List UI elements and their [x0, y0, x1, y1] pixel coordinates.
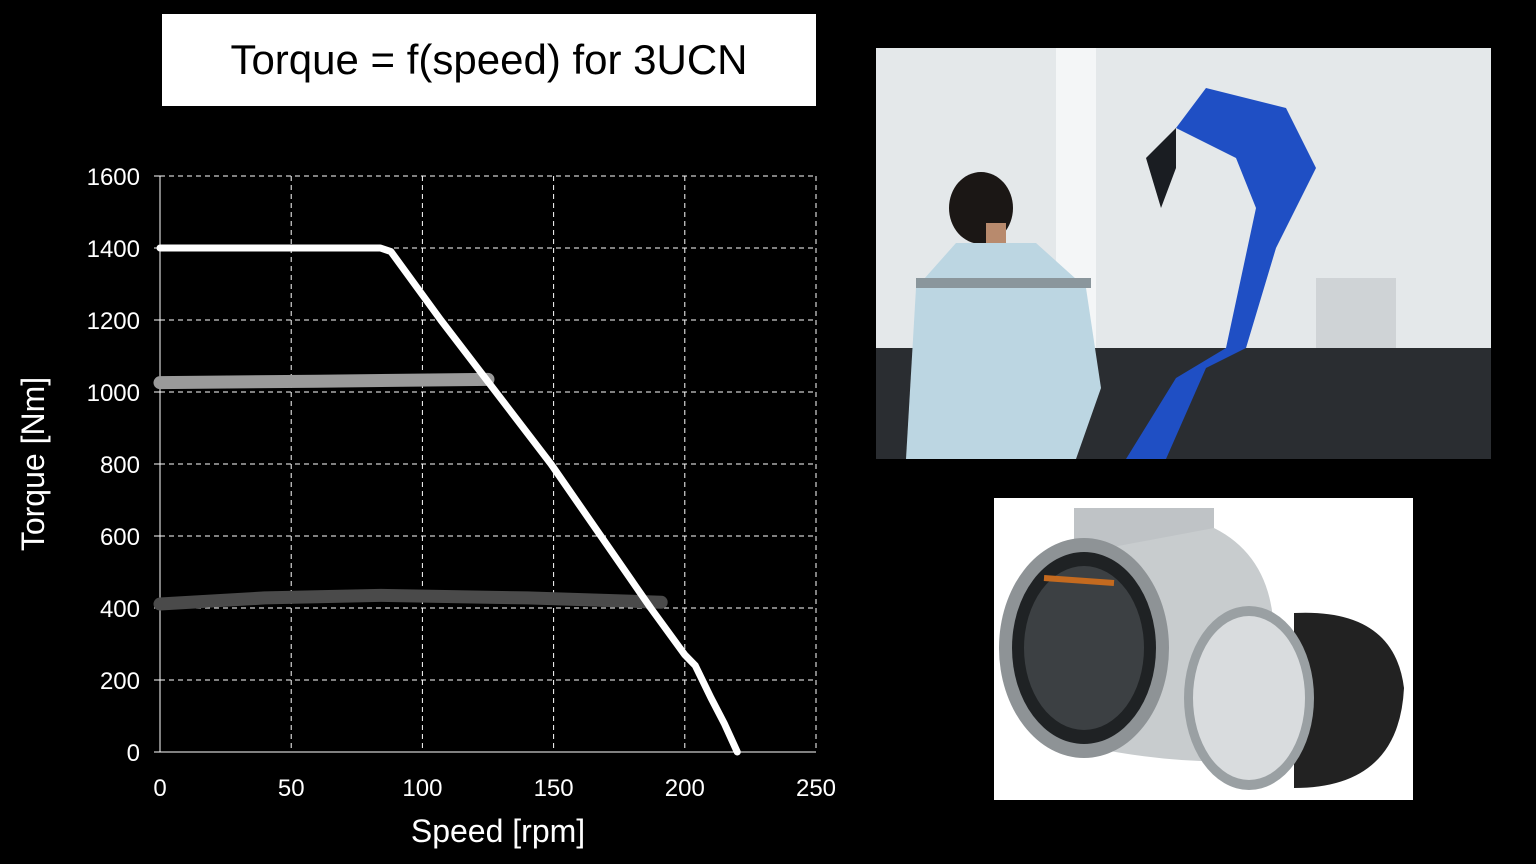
chart-title: Torque = f(speed) for 3UCN	[162, 14, 816, 106]
x-axis-label: Speed [rpm]	[411, 813, 585, 849]
series-line-1	[153, 372, 495, 390]
y-tick-label: 1000	[87, 380, 140, 407]
x-tick-label: 0	[153, 775, 166, 802]
y-tick-label: 600	[100, 524, 140, 551]
robot-photo-illustration	[876, 48, 1491, 459]
series-line-2	[153, 588, 668, 611]
y-tick-label: 800	[100, 452, 140, 479]
x-tick-label: 100	[402, 775, 442, 802]
x-tick-label: 150	[534, 775, 574, 802]
series-line-0	[156, 244, 741, 756]
y-tick-label: 1600	[87, 164, 140, 191]
x-tick-label: 200	[665, 775, 705, 802]
y-axis-label: Torque [Nm]	[15, 377, 51, 551]
y-tick-label: 400	[100, 596, 140, 623]
motor-photo	[994, 498, 1413, 800]
x-tick-label: 50	[278, 775, 305, 802]
x-tick-label: 250	[796, 775, 836, 802]
y-tick-label: 1200	[87, 308, 140, 335]
robot-photo	[876, 48, 1491, 459]
motor-photo-illustration	[999, 508, 1404, 790]
y-tick-label: 200	[100, 668, 140, 695]
y-tick-label: 1400	[87, 236, 140, 263]
y-tick-label: 0	[127, 740, 140, 767]
